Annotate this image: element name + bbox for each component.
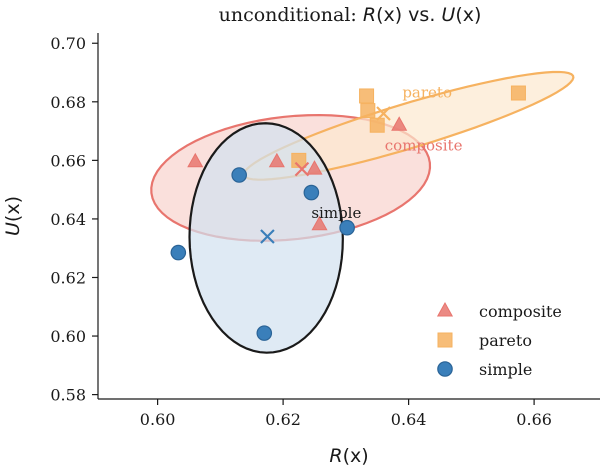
- composite-mean-marker: [294, 161, 310, 177]
- x-axis-label-arg: (x): [343, 445, 369, 467]
- legend-label: simple: [479, 360, 532, 379]
- legend-marker-composite: [436, 301, 454, 317]
- legend-marker-pareto: [437, 332, 453, 348]
- y-tick-label: 0.64: [50, 210, 86, 229]
- composite-point-2: [306, 160, 323, 175]
- composite-point-1: [268, 152, 285, 168]
- y-tick-label: 0.68: [50, 93, 86, 112]
- composite-point-4: [391, 116, 408, 131]
- ellipse-label-simple: simple: [311, 204, 361, 222]
- pareto-point-2: [360, 103, 376, 119]
- pareto-point-1: [359, 88, 375, 104]
- chart-title-suffix: (x): [455, 4, 481, 26]
- x-tick-label: 0.62: [265, 410, 301, 429]
- simple-point-4: [339, 219, 355, 236]
- y-tick-label: 0.62: [50, 268, 86, 287]
- x-tick-label: 0.66: [516, 410, 552, 429]
- simple-point-3: [303, 184, 320, 201]
- y-axis-label-var: U: [2, 222, 24, 236]
- ellipse-label-pareto: pareto: [402, 83, 452, 101]
- pareto-mean-marker: [376, 106, 391, 121]
- x-axis-label-var: R: [329, 445, 342, 467]
- y-tick-label: 0.60: [50, 327, 86, 346]
- simple-point-2: [256, 325, 273, 341]
- legend-item-composite: composite: [436, 301, 562, 321]
- legend-label: composite: [479, 302, 562, 321]
- x-axis-ticks: 0.60 0.62 0.64 0.66: [140, 399, 552, 429]
- legend-item-pareto: pareto: [437, 331, 532, 350]
- y-axis-label: U(x): [2, 196, 24, 236]
- pareto-point-4: [510, 85, 526, 101]
- simple-mean-marker: [260, 229, 275, 244]
- chart-title-prefix: unconditional:: [219, 4, 363, 26]
- points-layer: [170, 85, 526, 341]
- y-tick-label: 0.66: [50, 151, 86, 170]
- legend: composite pareto simple: [436, 301, 562, 379]
- y-axis-label-arg: (x): [2, 196, 24, 222]
- chart-title: unconditional: R(x) vs. U(x): [219, 4, 482, 26]
- simple-point-0: [170, 244, 187, 261]
- legend-item-simple: simple: [437, 360, 532, 379]
- x-axis-label: R(x): [329, 445, 368, 467]
- x-tick-label: 0.60: [140, 410, 176, 429]
- chart-title-mid: (x) vs.: [376, 4, 441, 26]
- chart-title-u: U: [441, 4, 455, 26]
- simple-point-1: [231, 167, 247, 183]
- chart-title-r: R: [363, 4, 376, 26]
- legend-label: pareto: [479, 331, 532, 350]
- x-tick-label: 0.64: [391, 410, 427, 429]
- pareto-point-3: [369, 117, 385, 133]
- y-axis-ticks: 0.58 0.60 0.62 0.64 0.66 0.68 0.70: [50, 34, 98, 405]
- ellipse-layer: [150, 70, 575, 354]
- composite-point-3: [311, 215, 328, 231]
- composite-point-0: [187, 152, 204, 168]
- y-tick-label: 0.70: [50, 34, 86, 53]
- legend-marker-simple: [437, 361, 453, 377]
- means-layer: [260, 106, 391, 244]
- ellipse-label-composite: composite: [385, 137, 463, 155]
- y-tick-label: 0.58: [50, 386, 86, 405]
- ellipse-label-layer: composite pareto simple: [311, 83, 462, 222]
